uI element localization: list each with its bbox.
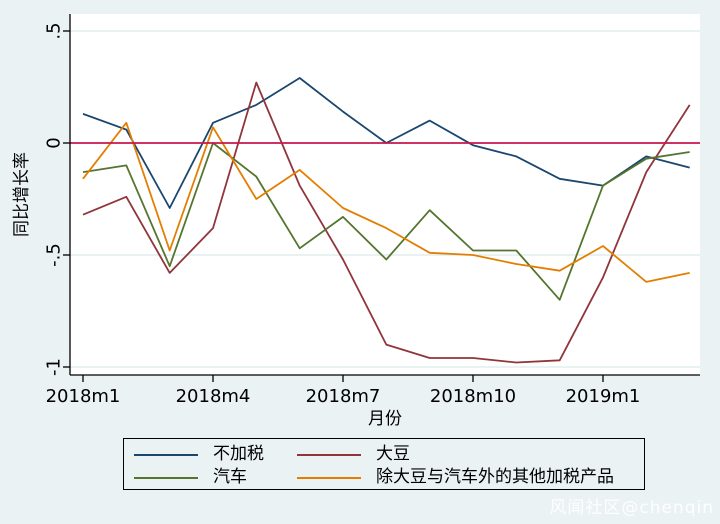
- legend-label: 不加税: [213, 444, 264, 464]
- watermark: 风闻社区@chenqin: [549, 498, 714, 518]
- navy-line-swatch: [134, 453, 198, 456]
- legend-item-soybean: 大豆: [297, 446, 410, 463]
- legend-item-car: 汽车: [134, 469, 297, 486]
- legend-item-no-tax: 不加税: [134, 446, 297, 463]
- legend-label: 大豆: [376, 444, 410, 464]
- y-axis-title: 同比增长率: [12, 152, 32, 237]
- x-tick-label: 2018m1: [46, 386, 121, 407]
- x-tick-label: 2019m1: [566, 386, 641, 407]
- series-line-3: [82, 121, 690, 283]
- series-line-1: [82, 81, 691, 364]
- series-line-2: [82, 142, 690, 301]
- orange-line-swatch: [297, 476, 361, 479]
- y-tick-label: -.5: [44, 243, 65, 267]
- x-tick-label: 2018m4: [176, 386, 251, 407]
- legend-label: 汽车: [213, 467, 247, 487]
- x-tick-label: 2018m7: [306, 386, 381, 407]
- y-tick-label: .5: [44, 22, 65, 39]
- plot-area: [70, 14, 700, 375]
- y-tick-label: -1: [44, 358, 65, 376]
- legend-label: 除大豆与汽车外的其他加税产品: [376, 467, 614, 487]
- legend-item-other-taxed: 除大豆与汽车外的其他加税产品: [297, 469, 614, 486]
- legend-row: 汽车 除大豆与汽车外的其他加税产品: [134, 466, 644, 489]
- x-axis-title: 月份: [368, 409, 402, 429]
- green-line-swatch: [134, 476, 198, 479]
- y-tick-label: 0: [44, 137, 65, 148]
- x-tick-label: 2018m10: [430, 386, 516, 407]
- legend-row: 不加税 大豆: [134, 443, 644, 466]
- maroon-line-swatch: [297, 453, 361, 456]
- chart-legend: 不加税 大豆 汽车 除大豆与汽车外的其他加税产品: [123, 438, 645, 490]
